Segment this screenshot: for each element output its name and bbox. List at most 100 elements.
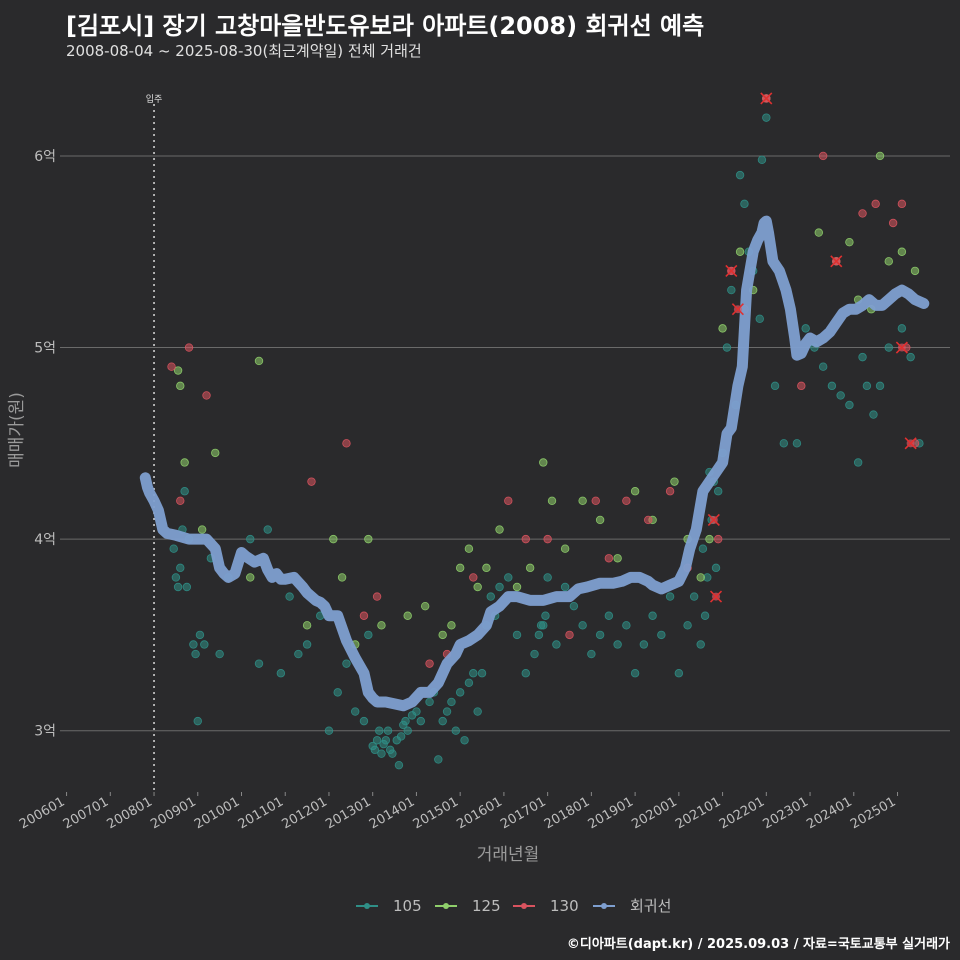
- cancelled-markers: [707, 92, 917, 603]
- point-105: [254, 659, 264, 668]
- point-105: [622, 621, 631, 630]
- scatter-points: [167, 94, 924, 770]
- cancelled-x-mark: [760, 92, 773, 105]
- point-105: [711, 563, 721, 573]
- point-105: [342, 659, 351, 668]
- point-105: [541, 611, 550, 620]
- x-tick-label: 202301: [761, 794, 811, 832]
- point-105: [539, 621, 548, 630]
- point-130: [359, 611, 369, 620]
- point-105: [451, 726, 460, 735]
- point-125: [180, 458, 189, 467]
- point-105: [438, 716, 447, 726]
- point-105: [683, 621, 692, 630]
- point-105: [401, 716, 410, 726]
- point-130: [818, 151, 828, 161]
- point-130: [167, 362, 176, 371]
- x-tick-label: 200701: [61, 794, 111, 832]
- legend-dot-130: [521, 903, 527, 909]
- point-105: [351, 707, 360, 716]
- point-125: [173, 366, 183, 375]
- point-125: [814, 228, 823, 237]
- point-105: [762, 113, 771, 122]
- point-105: [425, 697, 434, 707]
- point-105: [722, 343, 732, 352]
- point-130: [342, 439, 351, 448]
- point-105: [578, 621, 587, 630]
- point-105: [359, 716, 369, 726]
- point-105: [442, 707, 452, 716]
- point-105: [884, 343, 893, 352]
- x-tick-label: 201101: [236, 794, 286, 832]
- point-105: [486, 592, 495, 601]
- y-tick-label: 5억: [34, 341, 56, 357]
- point-105: [171, 573, 181, 582]
- point-105: [727, 285, 736, 295]
- point-130: [565, 630, 574, 640]
- point-125: [455, 563, 465, 573]
- point-105: [434, 755, 443, 764]
- point-130: [184, 343, 194, 352]
- regression-layer: [139, 215, 930, 712]
- point-105: [333, 688, 342, 697]
- point-125: [539, 458, 548, 467]
- x-tick-label: 201601: [454, 794, 504, 832]
- point-130: [714, 534, 723, 544]
- point-130: [591, 496, 600, 505]
- x-tick-label: 202401: [804, 794, 854, 832]
- point-105: [696, 640, 705, 649]
- point-105: [853, 458, 863, 467]
- x-tick-label: 201801: [542, 794, 592, 832]
- point-125: [447, 621, 456, 630]
- point-105: [455, 688, 465, 697]
- cancelled-x-mark: [725, 264, 738, 277]
- point-105: [200, 640, 209, 649]
- point-105: [477, 669, 487, 678]
- point-105: [381, 736, 391, 745]
- x-tick-label: 200601: [17, 794, 67, 832]
- point-125: [377, 621, 386, 630]
- point-130: [622, 496, 631, 505]
- point-105: [714, 487, 723, 496]
- point-105: [302, 640, 312, 649]
- point-125: [578, 496, 587, 505]
- point-105: [191, 649, 200, 659]
- y-tick-label: 3억: [34, 724, 56, 740]
- move-in-marker: 입주: [146, 93, 162, 792]
- point-105: [827, 381, 837, 391]
- point-105: [689, 592, 699, 601]
- point-125: [845, 237, 854, 247]
- point-125: [364, 534, 373, 544]
- point-125: [630, 487, 640, 496]
- point-105: [276, 669, 286, 678]
- point-105: [530, 649, 539, 659]
- point-130: [202, 391, 211, 400]
- point-105: [377, 749, 386, 758]
- point-130: [543, 534, 552, 544]
- point-105: [845, 400, 854, 410]
- point-105: [464, 678, 474, 687]
- point-130: [504, 496, 513, 505]
- x-tick-label: 201301: [323, 794, 373, 832]
- point-125: [302, 621, 312, 630]
- point-105: [587, 649, 596, 659]
- cancelled-x-mark: [731, 303, 744, 316]
- x-axis-label: 거래년월: [477, 845, 540, 865]
- legend-dot-105: [364, 903, 370, 909]
- point-125: [525, 563, 535, 573]
- point-125: [560, 544, 570, 553]
- point-105: [875, 381, 885, 391]
- point-105: [595, 630, 605, 640]
- x-tick-label: 201501: [411, 794, 461, 832]
- point-125: [473, 582, 482, 592]
- x-tick-label: 202101: [673, 794, 723, 832]
- x-tick-label: 201001: [192, 794, 242, 832]
- point-125: [197, 525, 207, 534]
- point-125: [884, 257, 893, 266]
- point-105: [294, 649, 303, 659]
- cancelled-x-mark: [904, 437, 917, 450]
- point-105: [560, 582, 570, 592]
- point-125: [705, 534, 714, 544]
- point-125: [464, 544, 474, 553]
- legend-dot-회귀선: [601, 903, 607, 909]
